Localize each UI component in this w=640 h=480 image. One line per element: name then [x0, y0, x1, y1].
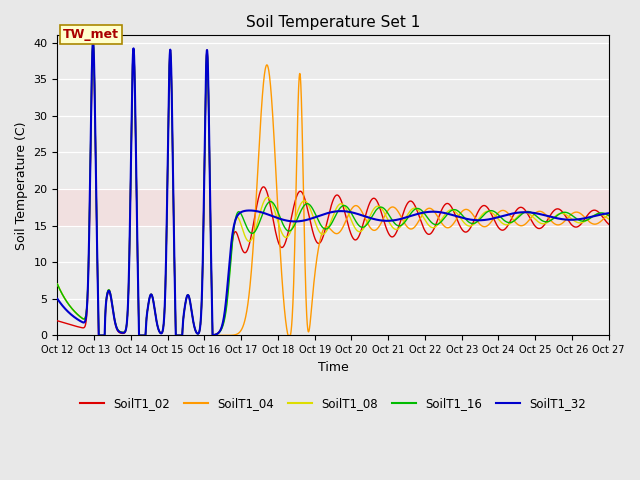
SoilT1_32 [289, 218, 297, 224]
SoilT1_32 [605, 210, 612, 216]
SoilT1_08 [595, 211, 602, 217]
SoilT1_04 [89, 42, 97, 48]
SoilT1_04 [535, 208, 543, 214]
SoilT1_16 [54, 281, 61, 287]
SoilT1_08 [95, 333, 102, 338]
SoilT1_08 [54, 281, 61, 287]
SoilT1_32 [535, 211, 543, 217]
SoilT1_16 [266, 199, 273, 205]
SoilT1_16 [535, 216, 543, 221]
SoilT1_02 [266, 197, 273, 203]
SoilT1_02 [605, 221, 612, 227]
SoilT1_32 [595, 212, 602, 218]
SoilT1_08 [266, 195, 273, 201]
SoilT1_08 [605, 216, 612, 222]
SoilT1_32 [89, 38, 97, 44]
SoilT1_32 [266, 212, 273, 218]
SoilT1_16 [595, 211, 602, 216]
SoilT1_16 [605, 213, 612, 218]
SoilT1_08 [150, 298, 157, 304]
Line: SoilT1_08: SoilT1_08 [58, 42, 609, 336]
SoilT1_08 [289, 222, 297, 228]
Title: Soil Temperature Set 1: Soil Temperature Set 1 [246, 15, 420, 30]
SoilT1_02 [595, 209, 602, 215]
SoilT1_16 [89, 38, 97, 44]
SoilT1_04 [265, 69, 273, 75]
SoilT1_32 [117, 330, 125, 336]
SoilT1_02 [89, 42, 97, 48]
SoilT1_02 [54, 318, 61, 324]
SoilT1_02 [150, 299, 157, 304]
SoilT1_04 [284, 333, 292, 338]
Y-axis label: Soil Temperature (C): Soil Temperature (C) [15, 121, 28, 250]
SoilT1_32 [54, 296, 61, 302]
SoilT1_08 [117, 329, 125, 335]
SoilT1_02 [95, 333, 102, 338]
Text: TW_met: TW_met [63, 28, 119, 41]
SoilT1_02 [535, 226, 543, 231]
SoilT1_02 [289, 207, 297, 213]
SoilT1_04 [605, 211, 612, 217]
SoilT1_16 [289, 225, 297, 230]
SoilT1_04 [54, 281, 61, 287]
Line: SoilT1_02: SoilT1_02 [58, 45, 609, 336]
SoilT1_16 [150, 298, 157, 304]
SoilT1_16 [117, 329, 125, 335]
SoilT1_08 [535, 219, 543, 225]
SoilT1_32 [95, 333, 102, 338]
SoilT1_02 [117, 330, 125, 336]
SoilT1_16 [95, 333, 102, 338]
SoilT1_08 [89, 39, 97, 45]
Legend: SoilT1_02, SoilT1_04, SoilT1_08, SoilT1_16, SoilT1_32: SoilT1_02, SoilT1_04, SoilT1_08, SoilT1_… [76, 392, 591, 415]
X-axis label: Time: Time [317, 360, 348, 374]
Line: SoilT1_04: SoilT1_04 [58, 45, 609, 336]
SoilT1_04 [116, 329, 124, 335]
SoilT1_04 [289, 296, 297, 302]
Bar [58, 189, 609, 226]
Line: SoilT1_32: SoilT1_32 [58, 41, 609, 336]
SoilT1_04 [149, 297, 157, 303]
Line: SoilT1_16: SoilT1_16 [58, 41, 609, 336]
SoilT1_32 [150, 299, 157, 304]
SoilT1_04 [595, 220, 602, 226]
